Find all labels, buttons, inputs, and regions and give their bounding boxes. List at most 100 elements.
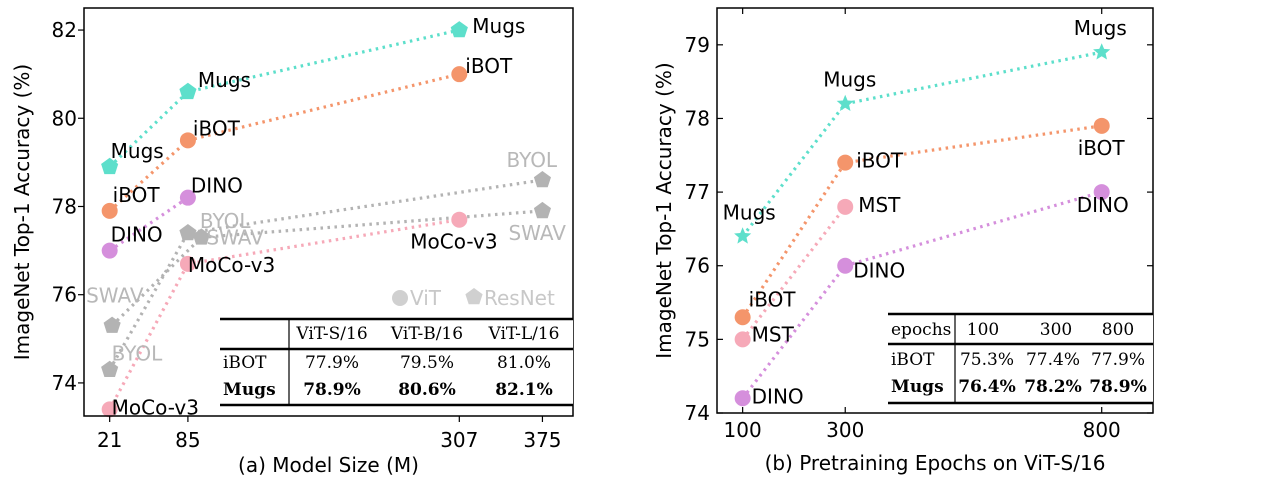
x-tick-label: 300 [826, 418, 864, 442]
x-tick-label: 375 [523, 428, 561, 452]
table-cell: 82.1% [495, 380, 553, 400]
table-header-cell: epochs [891, 320, 951, 340]
axes-frame [716, 7, 1154, 414]
data-point-dino [1093, 184, 1110, 201]
data-point-mugs [836, 94, 854, 111]
point-label: iBOT [113, 183, 161, 207]
table-header-cell: 100 [967, 320, 999, 340]
data-point-mugs [101, 157, 119, 175]
table-header-cell: ViT-L/16 [488, 324, 560, 344]
point-label: DINO [1077, 193, 1129, 217]
point-label: SWAV [206, 225, 264, 249]
results-table: ViT-S/16 ViT-B/16 ViT-L/16 iBOT 77.9% 79.5% 81… [220, 317, 573, 407]
point-label: Mugs [111, 139, 164, 163]
y-tick-label: 78 [685, 106, 710, 130]
y-tick-label: 76 [52, 283, 77, 307]
y-tick-label: 79 [685, 33, 710, 57]
y-tick-label: 75 [685, 327, 710, 351]
point-label: MST [752, 322, 795, 346]
table-header-cell: 800 [1102, 320, 1134, 340]
table-header-cell: ViT-S/16 [295, 324, 367, 344]
results-table: epochs 100 300 800 iBOT 75.3% 77.4% 77.9% Mugs 76… [888, 312, 1153, 405]
data-point-byol [101, 360, 119, 377]
point-label: SWAV [508, 221, 566, 245]
point-label: iBOT [193, 116, 241, 140]
table-row-label: iBOT [223, 353, 267, 373]
y-tick-label: 82 [52, 18, 77, 42]
table-row-label: Mugs [891, 377, 944, 397]
table-cell: 78.2% [1024, 377, 1082, 397]
data-point-ibot [1093, 117, 1110, 134]
y-tick-label: 74 [685, 401, 710, 425]
x-tick-label: 800 [1083, 418, 1121, 442]
legend-circle-icon [392, 290, 408, 306]
y-tick-label: 78 [52, 194, 77, 218]
y-axis-label: ImageNet Top-1 Accuracy (%) [10, 64, 34, 360]
point-label: MoCo-v3 [188, 253, 275, 277]
y-axis-label: ImageNet Top-1 Accuracy (%) [652, 62, 676, 358]
x-tick-label: 100 [724, 418, 762, 442]
point-label: DINO [191, 174, 243, 198]
legend-pentagon-icon [465, 288, 483, 305]
data-point-swav [103, 316, 121, 333]
data-point-mst [734, 331, 751, 348]
legend-label: ResNet [484, 286, 555, 310]
data-point-mugs [450, 21, 468, 38]
table-cell: 77.4% [1026, 350, 1080, 370]
point-label: MoCo-v3 [410, 230, 497, 254]
x-tick-label: 21 [97, 428, 122, 452]
data-point-dino [837, 257, 854, 274]
data-point-swav [533, 201, 551, 219]
series-line-mugs [108, 28, 460, 168]
table-cell: 77.9% [1091, 350, 1145, 370]
data-point-byol [179, 224, 197, 241]
table-cell: 75.3% [960, 350, 1014, 370]
x-axis-label: (a) Model Size (M) [238, 453, 419, 477]
table-header-cell: ViT-B/16 [390, 324, 463, 344]
x-axis-label: (b) Pretraining Epochs on ViT-S/16 [765, 451, 1106, 475]
table-row-label: iBOT [891, 350, 935, 370]
series-line-mst [741, 205, 847, 341]
y-tick-label: 76 [685, 254, 710, 278]
data-point-mugs [734, 227, 752, 244]
data-point-ibot [101, 202, 118, 219]
point-label: Mugs [723, 200, 776, 224]
data-point-ibot [734, 309, 751, 326]
axes-frame [83, 7, 574, 417]
data-point-moco-v3 [179, 255, 196, 272]
data-point-ibot [179, 132, 196, 149]
data-point-mugs [1093, 43, 1111, 60]
point-label: Mugs [823, 68, 876, 92]
table-row-label: Mugs [223, 380, 276, 400]
data-point-dino [179, 189, 196, 206]
table-background [888, 314, 1153, 403]
legend: ViT ResNet [392, 286, 555, 310]
data-point-mst [837, 198, 854, 215]
point-label: iBOT [465, 54, 513, 78]
point-label: DINO [111, 223, 163, 247]
data-point-ibot [837, 154, 854, 171]
series-line-swav [110, 209, 543, 327]
data-point-moco-v3 [451, 211, 468, 228]
point-label: iBOT [1078, 136, 1126, 160]
table-cell: 76.4% [958, 377, 1016, 397]
point-label: Mugs [1074, 16, 1127, 40]
legend-label: ViT [410, 286, 442, 310]
point-label: MST [858, 193, 901, 217]
point-label: BYOL [200, 209, 251, 233]
point-label: SWAV [86, 284, 144, 308]
data-point-ibot [451, 66, 468, 83]
data-point-dino [101, 242, 118, 259]
data-point-moco-v3 [101, 401, 118, 418]
point-label: BYOL [112, 342, 163, 366]
point-label: Mugs [198, 68, 251, 92]
series-line-ibot [741, 124, 1102, 319]
x-tick-label: 307 [440, 428, 478, 452]
table-cell: 79.5% [400, 353, 454, 373]
series-line-dino [108, 196, 189, 252]
point-label: DINO [752, 384, 804, 408]
point-label: DINO [853, 259, 905, 283]
chart-model-size: Mugs Mugs Mugs iBOT iBOT iBOT DINO DINO MoCo-v3 M… [10, 7, 574, 477]
table-header-cell: 300 [1040, 320, 1072, 340]
